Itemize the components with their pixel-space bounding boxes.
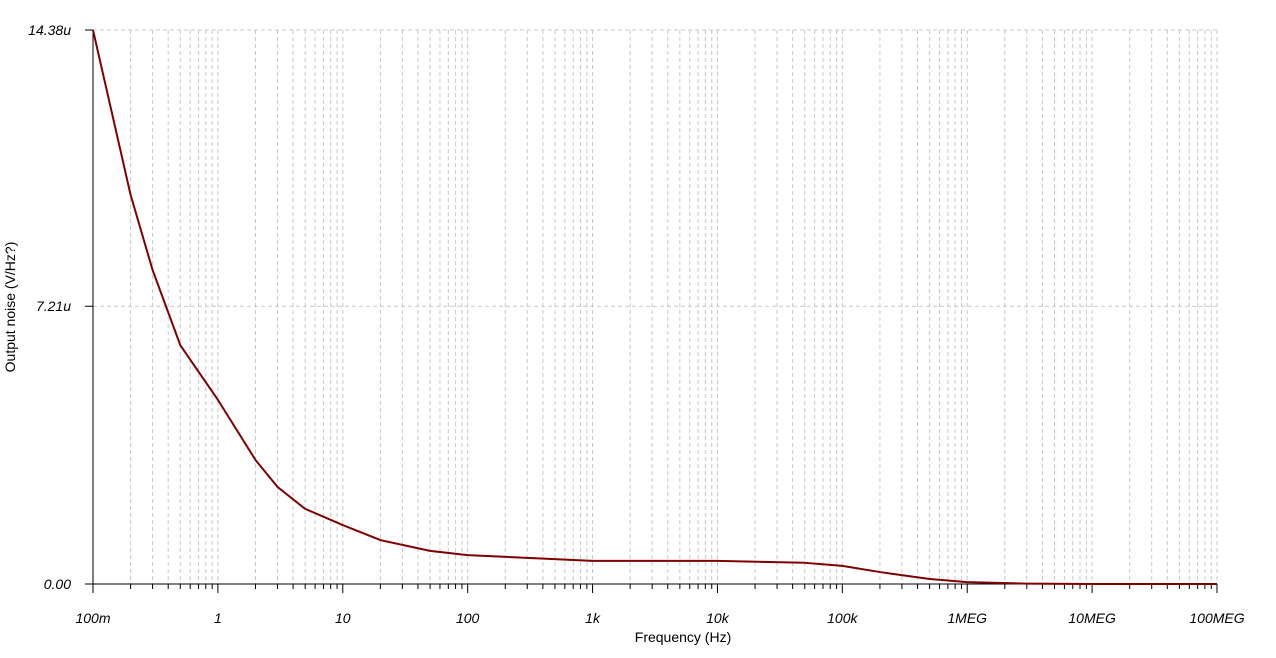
x-tick-label: 1 xyxy=(214,610,222,626)
y-tick-label: 14.38u xyxy=(28,22,71,38)
x-tick-label: 10 xyxy=(335,610,351,626)
y-tick-label: 0.00 xyxy=(44,576,71,592)
y-tick-label: 7.21u xyxy=(36,298,71,314)
x-tick-label: 1MEG xyxy=(947,610,987,626)
x-axis-title: Frequency (Hz) xyxy=(635,629,731,645)
y-axis-title: Output noise (V/Hz?) xyxy=(2,242,18,373)
x-tick-label: 100m xyxy=(75,610,110,626)
line xyxy=(92,29,1217,585)
x-tick-label: 100k xyxy=(827,610,858,626)
x-tick-label: 10MEG xyxy=(1068,610,1116,626)
x-tick-label: 1k xyxy=(585,610,601,626)
x-tick-label: 100 xyxy=(456,610,480,626)
x-tick-label: 100MEG xyxy=(1189,610,1244,626)
x-tick-label: 10k xyxy=(706,610,730,626)
